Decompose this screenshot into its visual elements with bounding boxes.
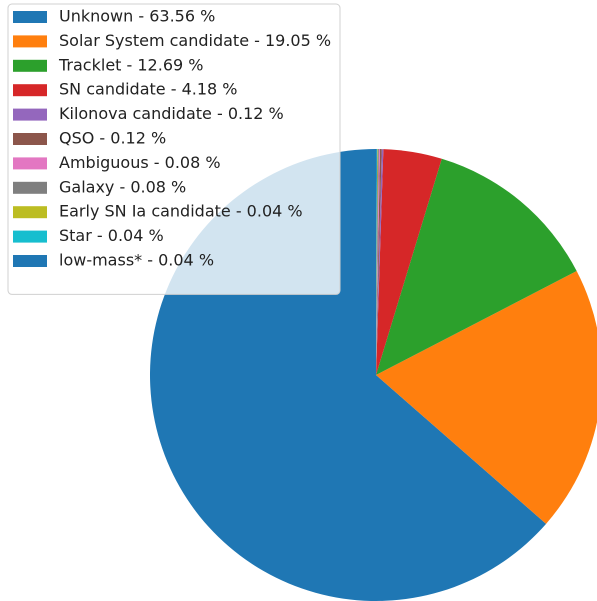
pie-slice xyxy=(376,158,577,375)
legend-swatch xyxy=(13,157,47,170)
pie-slice xyxy=(376,271,597,524)
legend-swatch xyxy=(13,206,47,219)
legend-swatch xyxy=(13,35,47,48)
legend-label: Kilonova candidate - 0.12 % xyxy=(59,104,284,123)
pie-slice xyxy=(376,149,380,375)
legend-swatch xyxy=(13,11,47,23)
legend-label: low-mass* - 0.04 % xyxy=(59,251,214,270)
pie-slice xyxy=(376,149,378,375)
legend-swatch xyxy=(13,230,47,243)
legend-label: Tracklet - 12.69 % xyxy=(58,55,203,74)
legend-swatch xyxy=(13,181,47,194)
legend-label: Unknown - 63.56 % xyxy=(59,7,215,26)
legend-label: Solar System candidate - 19.05 % xyxy=(59,31,331,50)
legend-label: Ambiguous - 0.08 % xyxy=(59,153,221,172)
legend-box xyxy=(7,3,341,295)
pie-slice xyxy=(376,149,384,375)
pie-slice xyxy=(376,149,377,375)
legend-swatch xyxy=(13,84,47,97)
legend-label: Star - 0.04 % xyxy=(59,226,164,245)
legend-label: Early SN Ia candidate - 0.04 % xyxy=(59,202,303,221)
legend-swatch xyxy=(13,59,47,72)
pie-slice xyxy=(376,149,379,375)
legend-label: Galaxy - 0.08 % xyxy=(59,177,186,196)
legend-swatch xyxy=(13,255,47,267)
pie-slice xyxy=(376,149,442,375)
legend-swatch xyxy=(13,108,47,121)
legend-label: SN candidate - 4.18 % xyxy=(59,80,238,99)
pie-slice xyxy=(376,149,378,375)
legend-label: QSO - 0.12 % xyxy=(59,129,166,148)
legend-swatch xyxy=(13,133,47,145)
pie-slice xyxy=(376,149,382,375)
